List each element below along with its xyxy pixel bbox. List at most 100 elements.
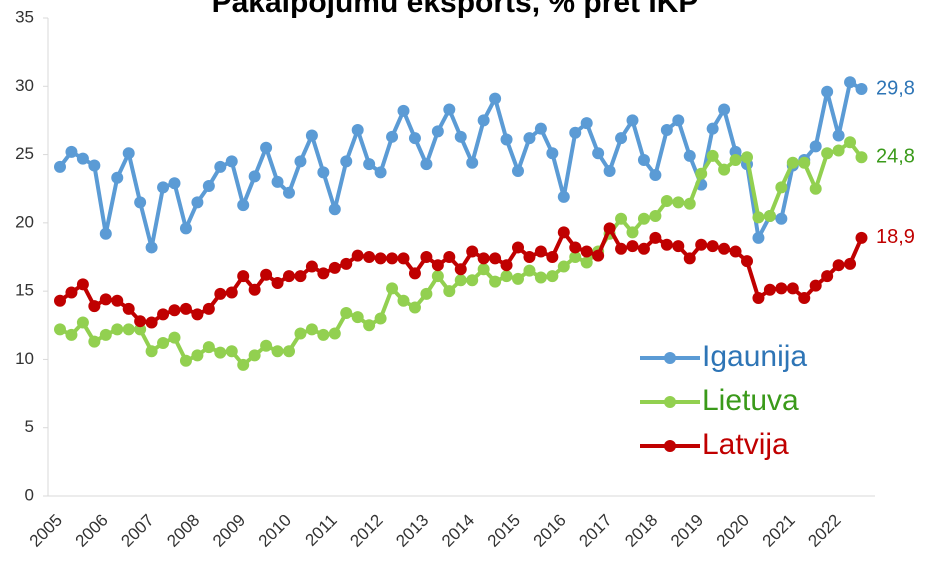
data-point	[489, 275, 502, 288]
data-point	[328, 203, 341, 216]
data-point	[626, 114, 639, 127]
data-point	[283, 345, 295, 358]
data-point	[752, 231, 765, 244]
data-point	[363, 251, 376, 263]
data-point	[741, 151, 753, 164]
data-point	[191, 349, 204, 362]
x-tick-label: 2007	[117, 511, 157, 551]
x-tick-label: 2012	[346, 511, 386, 551]
data-point	[271, 345, 284, 358]
x-tick-label: 2019	[667, 511, 707, 551]
y-tick-label: 20	[15, 212, 34, 231]
data-point	[569, 251, 582, 263]
data-point	[168, 304, 181, 317]
data-point	[420, 251, 433, 263]
data-point	[637, 212, 650, 225]
legend-label: Latvija	[702, 428, 789, 461]
data-point	[786, 156, 799, 169]
data-point	[752, 291, 765, 304]
data-point	[431, 270, 444, 283]
data-point	[65, 286, 78, 299]
data-point	[718, 103, 731, 116]
data-point	[225, 345, 238, 358]
data-point	[99, 293, 112, 306]
data-point	[626, 240, 639, 253]
data-point	[683, 197, 696, 210]
data-point	[775, 181, 788, 194]
data-point	[603, 222, 616, 235]
x-tick-label: 2022	[804, 511, 844, 551]
data-point	[649, 210, 662, 223]
data-point	[294, 155, 307, 168]
data-point	[271, 276, 284, 289]
data-point	[683, 149, 696, 162]
series-line	[59, 140, 864, 367]
data-point	[283, 270, 295, 283]
data-point	[179, 222, 192, 235]
data-point	[76, 316, 89, 329]
data-point	[718, 242, 731, 255]
data-point	[294, 270, 307, 283]
data-point	[111, 294, 124, 307]
data-point	[420, 158, 433, 171]
data-point	[157, 337, 170, 350]
data-point	[775, 212, 788, 225]
data-point	[294, 327, 307, 340]
data-point	[523, 132, 536, 145]
end-label: 24,8	[876, 146, 915, 168]
data-point	[466, 245, 479, 258]
data-point	[477, 252, 490, 265]
data-point	[168, 177, 181, 190]
data-point	[672, 196, 685, 209]
data-point	[512, 241, 524, 254]
y-tick-label: 15	[15, 281, 34, 300]
data-point	[122, 323, 135, 336]
data-point	[477, 263, 490, 276]
data-point	[54, 160, 66, 173]
y-tick-label: 30	[15, 76, 34, 95]
data-point	[99, 328, 112, 341]
end-label: 29,8	[876, 77, 915, 99]
data-point	[741, 255, 753, 268]
data-point	[489, 92, 502, 105]
data-point	[122, 302, 135, 315]
data-point	[145, 345, 158, 358]
data-point	[500, 133, 513, 146]
data-point	[557, 260, 570, 273]
data-point	[809, 279, 822, 292]
data-point	[512, 272, 524, 285]
data-point	[374, 312, 387, 325]
data-point	[386, 252, 399, 265]
data-point	[328, 327, 341, 340]
data-point	[214, 346, 227, 359]
data-point	[351, 123, 364, 136]
data-point	[260, 141, 273, 154]
data-point	[111, 171, 124, 184]
data-point	[454, 274, 467, 287]
data-point	[615, 212, 628, 225]
data-point	[718, 163, 731, 176]
data-point	[351, 249, 364, 262]
data-point	[477, 114, 490, 127]
data-point	[386, 130, 399, 143]
data-point	[546, 270, 559, 283]
data-point	[603, 164, 616, 177]
data-point	[706, 122, 719, 135]
data-point	[134, 196, 147, 209]
legend-label: Lietuva	[702, 384, 799, 417]
x-tick-label: 2018	[621, 511, 661, 551]
data-point	[466, 274, 479, 287]
x-tick-label: 2008	[163, 511, 203, 551]
data-point	[821, 270, 834, 283]
data-point	[54, 323, 66, 336]
x-tick-label: 2021	[759, 511, 799, 551]
data-point	[706, 240, 719, 253]
data-point	[660, 123, 673, 136]
data-point	[191, 308, 204, 321]
data-point	[168, 331, 181, 344]
data-point	[237, 199, 250, 212]
data-point	[534, 245, 547, 258]
data-point	[832, 144, 845, 157]
data-point	[157, 308, 170, 321]
